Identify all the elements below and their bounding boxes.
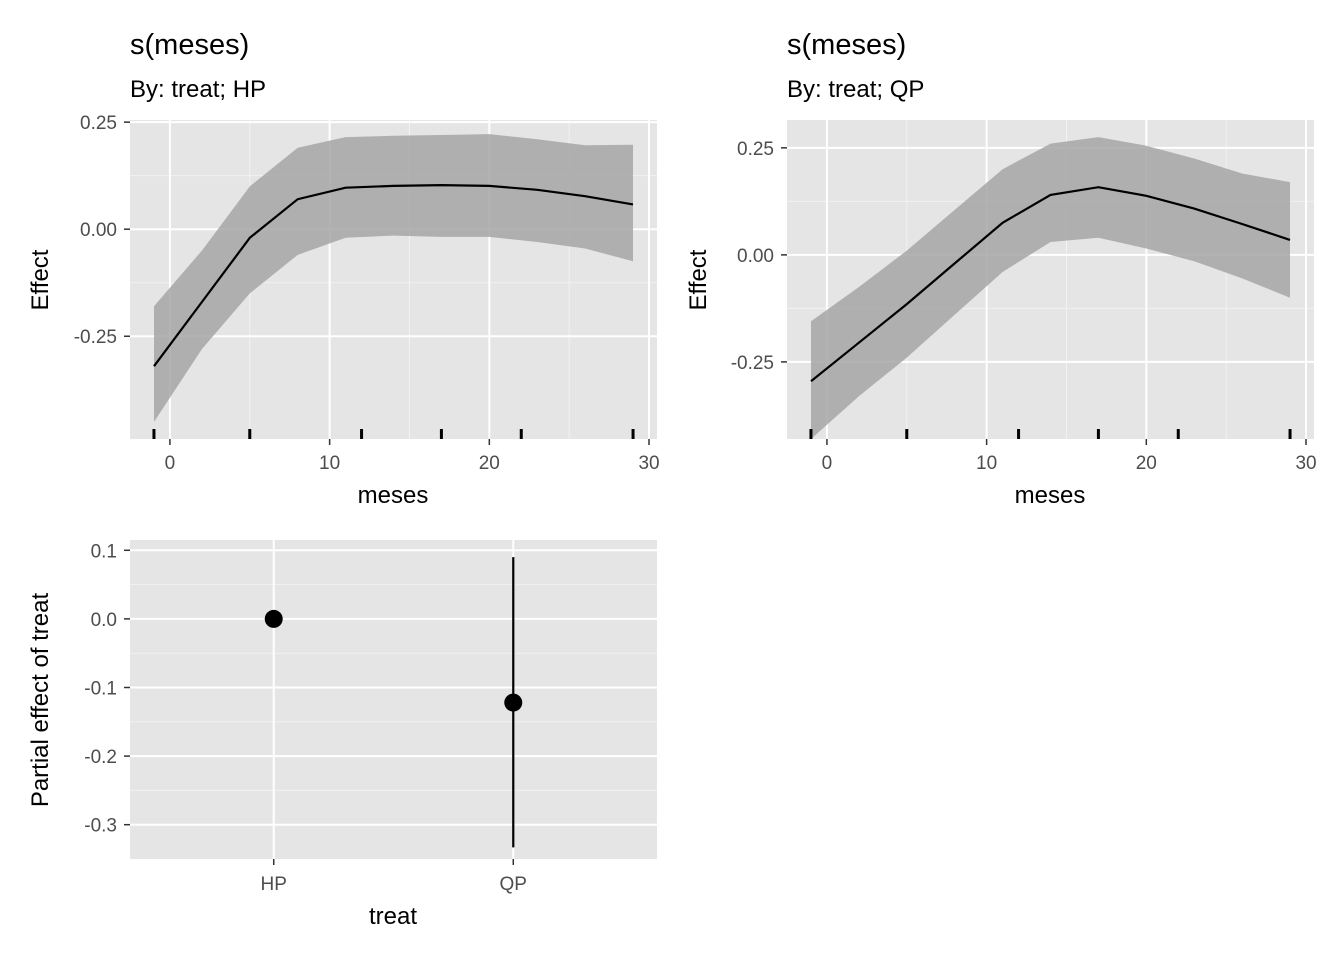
y-axis: -0.25 0.00 0.25 [731, 139, 787, 374]
y-tick-label: 0.25 [737, 139, 774, 160]
x-tick-label: 10 [319, 453, 340, 474]
panel-subtitle: By: treat; QP [787, 76, 924, 103]
plot-background [130, 540, 657, 859]
confidence-band [811, 137, 1290, 439]
x-tick-label: HP [261, 874, 287, 895]
y-tick-label: 0.0 [91, 610, 117, 631]
y-axis-title: Effect [27, 249, 54, 310]
y-tick-label: -0.25 [74, 327, 117, 348]
x-axis-title: meses [1015, 482, 1086, 509]
x-axis-title: meses [358, 482, 429, 509]
y-axis-title: Partial effect of treat [27, 593, 54, 808]
x-tick-label: QP [500, 874, 527, 895]
x-tick-label: 0 [822, 453, 833, 474]
y-tick-label: 0.00 [80, 220, 117, 241]
point-estimate [264, 609, 283, 628]
y-axis: -0.25 0.00 0.25 [74, 113, 130, 348]
x-axis: 0 10 20 30 [165, 439, 660, 474]
confidence-band [154, 134, 633, 422]
rug-marks [809, 429, 1292, 439]
smooth-line [810, 186, 1291, 383]
panel-title: s(meses) [787, 29, 906, 61]
point-estimate [504, 693, 523, 712]
y-axis-title: Effect [685, 249, 712, 310]
parametric-panel-treat: HP QP 0.1 0.0 -0.1 -0.2 -0.3 treat Partial ef… [27, 540, 657, 930]
x-tick-label: 30 [638, 453, 659, 474]
panel-subtitle: By: treat; HP [130, 76, 266, 103]
panel-title: s(meses) [130, 29, 249, 61]
y-tick-label: 0.00 [737, 246, 774, 267]
x-axis: HP QP [261, 859, 527, 895]
rug-marks [152, 429, 635, 439]
x-axis: 0 10 20 30 [822, 439, 1317, 474]
smooth-line [153, 183, 634, 367]
y-tick-label: 0.25 [80, 113, 117, 134]
x-tick-label: 0 [165, 453, 176, 474]
x-tick-label: 20 [1136, 453, 1157, 474]
y-tick-label: -0.1 [84, 678, 117, 699]
x-tick-label: 10 [976, 453, 997, 474]
y-axis: 0.1 0.0 -0.1 -0.2 -0.3 [84, 541, 130, 837]
smooth-panel-qp: s(meses) By: treat; QP 0 10 20 30 -0.25 0.00… [685, 29, 1317, 509]
point-estimates [264, 557, 523, 848]
y-tick-label: -0.2 [84, 747, 117, 768]
y-tick-label: -0.3 [84, 816, 117, 837]
y-tick-label: -0.25 [731, 353, 774, 374]
smooth-panel-hp: s(meses) By: treat; HP 0 10 20 30 -0.25 0.00… [27, 29, 660, 509]
x-tick-label: 30 [1295, 453, 1316, 474]
y-tick-label: 0.1 [91, 541, 117, 562]
x-axis-title: treat [369, 903, 417, 930]
x-tick-label: 20 [479, 453, 500, 474]
